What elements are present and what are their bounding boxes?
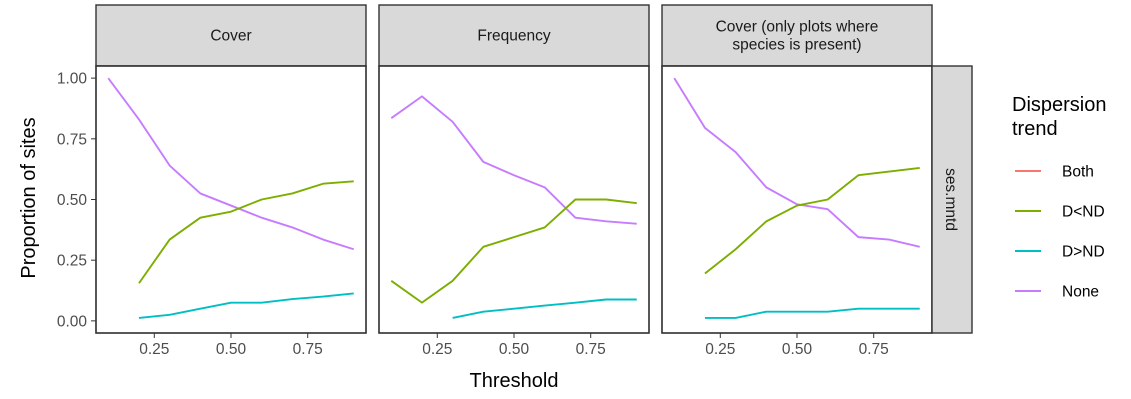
x-axis-title: Threshold — [470, 370, 559, 392]
series-line-dnd — [704, 307, 920, 319]
legend-title: Dispersion — [1012, 94, 1106, 116]
y-tick-label: 0.25 — [57, 253, 87, 270]
x-tick-label: 0.25 — [422, 341, 452, 358]
row-strip: ses.mntd — [931, 65, 973, 334]
legend-label: D<ND — [1062, 204, 1105, 221]
row-strip-box — [931, 65, 973, 334]
panel-border — [378, 65, 650, 334]
y-tick-label: 0.75 — [57, 131, 87, 148]
series-line-dnd — [390, 198, 637, 304]
row-strip-label: ses.mntd — [942, 168, 959, 231]
panel-strip-label: Cover (only plots where — [716, 19, 879, 36]
x-tick-label: 0.25 — [139, 341, 169, 358]
panel-2: Frequency 0.25 0.50 0.75 — [378, 4, 650, 358]
series-line-none — [107, 77, 355, 251]
series-line-dnd — [138, 292, 354, 319]
x-tick-label: 0.25 — [705, 341, 735, 358]
legend-label: D>ND — [1062, 244, 1105, 261]
panel-strip — [95, 4, 367, 67]
legend-title: trend — [1012, 118, 1058, 140]
series-line-dnd — [704, 167, 920, 275]
series-line-none — [390, 95, 637, 225]
x-tick-label: 0.50 — [499, 341, 530, 358]
y-tick-label: 0.50 — [57, 192, 88, 209]
panel-area — [661, 65, 933, 334]
y-tick-label: 1.00 — [57, 71, 88, 88]
x-tick-label: 0.75 — [293, 341, 323, 358]
x-tick-label: 0.50 — [216, 341, 247, 358]
series-line-dnd — [452, 298, 637, 319]
panel-strip — [378, 4, 650, 67]
panel-strip-label: Cover — [210, 28, 251, 45]
x-tick-label: 0.50 — [782, 341, 813, 358]
panel-1: Cover 0.25 0.50 0.75 — [95, 4, 367, 358]
series-line-dnd — [138, 180, 354, 284]
legend-label: None — [1062, 284, 1099, 301]
legend-label: Both — [1062, 164, 1094, 181]
panel-strip — [661, 4, 933, 67]
x-tick-label: 0.75 — [576, 341, 606, 358]
panel-area — [95, 65, 367, 334]
x-tick-label: 0.75 — [859, 341, 889, 358]
series-line-none — [673, 77, 920, 248]
panel-strip-label: species is present) — [732, 37, 861, 54]
y-axis-title: Proportion of sites — [18, 117, 40, 278]
panel-strip-label: Frequency — [477, 28, 550, 45]
y-tick-label: 0.00 — [57, 313, 88, 330]
